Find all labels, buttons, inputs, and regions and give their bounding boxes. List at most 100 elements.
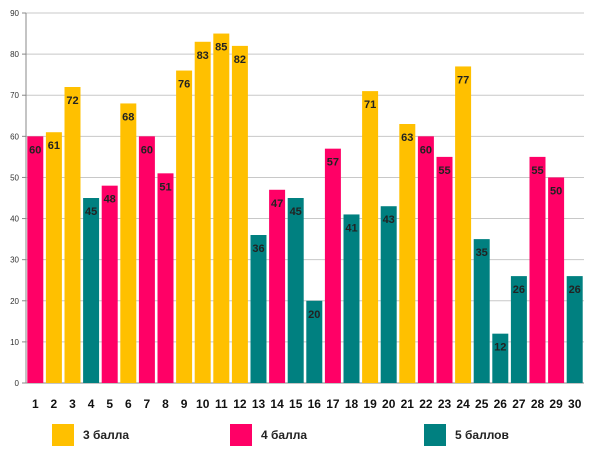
x-tick-label: 4	[88, 397, 95, 411]
bar	[120, 103, 137, 383]
data-label: 45	[290, 206, 302, 218]
y-tick-label: 40	[10, 215, 19, 224]
x-tick-label: 5	[106, 397, 113, 411]
data-label: 68	[122, 111, 134, 123]
bar	[231, 45, 248, 384]
y-tick-label: 30	[10, 256, 19, 265]
legend-swatch-teal	[424, 424, 446, 446]
legend-label: 3 балла	[83, 428, 130, 442]
x-tick-label: 7	[144, 397, 151, 411]
data-label: 48	[104, 194, 116, 206]
bar	[399, 124, 416, 383]
y-tick-label: 60	[10, 132, 19, 141]
data-label: 61	[48, 140, 60, 152]
data-label: 60	[420, 144, 432, 156]
data-label: 63	[401, 132, 413, 144]
bar	[566, 276, 583, 383]
data-label: 51	[159, 181, 171, 193]
y-tick-label: 10	[10, 338, 19, 347]
bar	[45, 132, 62, 383]
x-tick-label: 18	[345, 397, 359, 411]
bar	[64, 87, 81, 383]
y-tick-label: 20	[10, 297, 19, 306]
legend-label: 4 балла	[261, 428, 308, 442]
data-label: 60	[141, 144, 153, 156]
data-label: 50	[550, 185, 562, 197]
bar	[343, 214, 360, 383]
y-tick-label: 50	[10, 173, 19, 182]
data-label: 35	[476, 247, 488, 259]
bar	[287, 198, 304, 383]
x-tick-label: 11	[215, 397, 228, 411]
data-label: 43	[383, 214, 395, 226]
data-label: 26	[569, 284, 581, 296]
bar	[250, 235, 267, 383]
bar	[362, 91, 379, 383]
x-tick-label: 13	[252, 397, 266, 411]
bar	[473, 239, 490, 383]
y-tick-label: 80	[10, 50, 19, 59]
x-tick-label: 24	[456, 397, 470, 411]
legend-swatch-magenta	[230, 424, 252, 446]
bar	[492, 333, 509, 383]
data-label: 36	[252, 243, 264, 255]
y-tick-label: 0	[15, 379, 20, 388]
data-label: 41	[345, 222, 357, 234]
bar	[101, 185, 118, 383]
bar	[417, 136, 434, 383]
data-label: 47	[271, 198, 283, 210]
x-tick-label: 21	[401, 397, 415, 411]
data-label: 12	[494, 342, 506, 354]
x-tick-label: 8	[162, 397, 169, 411]
data-label: 77	[457, 74, 469, 86]
legend-item-3-points: 3 балла	[52, 424, 129, 446]
bar	[455, 66, 472, 383]
x-tick-label: 26	[494, 397, 508, 411]
x-tick-label: 9	[181, 397, 188, 411]
x-tick-label: 2	[51, 397, 58, 411]
x-tick-label: 1	[32, 397, 39, 411]
x-tick-label: 3	[69, 397, 76, 411]
legend-item-4-points: 4 балла	[230, 424, 307, 446]
x-tick-label: 30	[568, 397, 582, 411]
bar	[380, 206, 397, 383]
data-label: 71	[364, 99, 376, 111]
data-label: 45	[85, 206, 97, 218]
x-tick-label: 14	[270, 397, 284, 411]
x-tick-label: 22	[419, 397, 433, 411]
bar	[27, 136, 44, 383]
x-tick-label: 12	[233, 397, 247, 411]
bar	[269, 189, 286, 383]
x-tick-label: 20	[382, 397, 396, 411]
x-tick-label: 10	[196, 397, 210, 411]
data-label: 83	[197, 50, 209, 62]
y-tick-label: 70	[10, 91, 19, 100]
y-tick-label: 90	[10, 9, 19, 18]
data-label: 85	[215, 42, 227, 54]
data-label: 26	[513, 284, 525, 296]
x-tick-label: 23	[438, 397, 452, 411]
bar	[306, 300, 323, 383]
data-label: 72	[66, 95, 78, 107]
bar	[529, 156, 546, 383]
bar	[324, 148, 341, 383]
bar	[510, 276, 527, 383]
x-tick-label: 25	[475, 397, 489, 411]
legend-swatch-yellow	[52, 424, 74, 446]
bar	[83, 198, 100, 383]
bar	[138, 136, 155, 383]
data-label: 55	[438, 165, 450, 177]
data-label: 60	[29, 144, 41, 156]
legend-label: 5 баллов	[455, 428, 509, 442]
x-tick-label: 28	[531, 397, 545, 411]
data-label: 55	[531, 165, 543, 177]
bar	[213, 33, 230, 384]
bar	[157, 173, 174, 383]
bar	[176, 70, 193, 384]
bar	[436, 156, 453, 383]
legend-item-5-points: 5 баллов	[424, 424, 509, 446]
data-label: 20	[308, 309, 320, 321]
x-tick-label: 19	[363, 397, 377, 411]
x-tick-label: 27	[512, 397, 526, 411]
